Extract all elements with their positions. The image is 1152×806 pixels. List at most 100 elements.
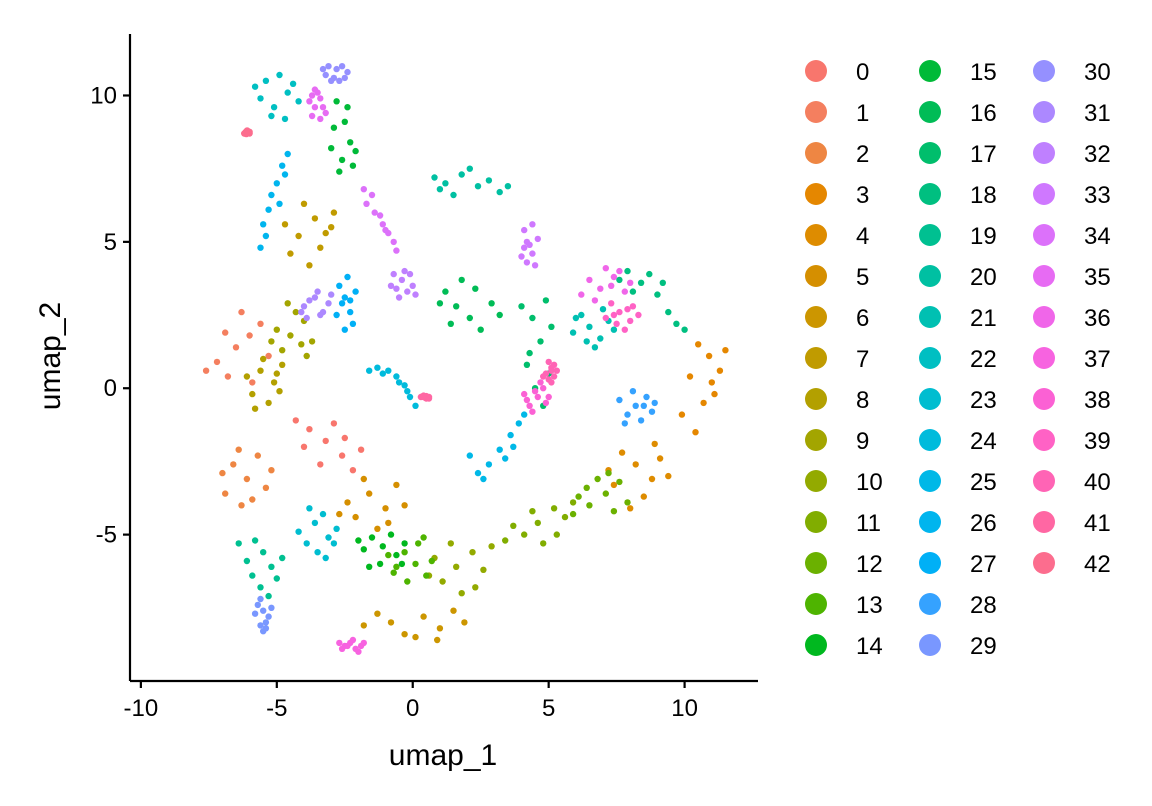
cluster-29-point [257,595,264,603]
cluster-38-point [531,388,539,395]
cluster-8-point [265,399,272,407]
cluster-2-point [219,469,226,477]
cluster-13-point [412,560,419,568]
cluster-3-point [678,411,686,418]
legend-swatch [919,101,941,123]
legend-swatch [1033,388,1055,410]
legend-item: 33 [1033,182,1111,209]
cluster-40-point [540,373,547,380]
legend-label: 11 [856,510,881,537]
cluster-1-point [202,367,210,374]
cluster-23-point [295,528,302,535]
cluster-22-point [268,112,275,120]
legend-item: 34 [1033,223,1111,250]
cluster-2-point [254,452,261,459]
cluster-32-point [387,282,395,289]
cluster-19-point [243,557,251,565]
legend-label: 1 [856,100,869,127]
cluster-16-point [436,300,444,307]
cluster-13-point [393,563,400,570]
cluster-16-point [458,276,465,284]
legend-swatch [919,634,941,656]
cluster-12-point [575,493,582,500]
legend-item: 7 [805,346,869,373]
cluster-27-point [341,326,348,333]
cluster-14-point [387,531,395,538]
cluster-21-point [599,306,607,313]
cluster-31-point [314,288,321,295]
legend-swatch [1033,552,1055,574]
cluster-40-point [548,364,555,371]
cluster-16-point [442,288,449,295]
cluster-15-point [338,156,346,164]
cluster-34-point [393,247,400,254]
cluster-22-point [251,83,259,90]
cluster-25-point [496,446,503,453]
cluster-32-point [398,276,406,284]
cluster-28-point [621,420,628,427]
cluster-36-point [621,288,628,295]
cluster-24-point [401,382,408,389]
cluster-25-point [521,411,528,418]
cluster-39-point [621,326,628,333]
cluster-9-point [298,341,305,348]
cluster-35-point [311,86,319,93]
legend-item: 41 [1033,510,1111,537]
legend-swatch [919,593,941,615]
legend-label: 0 [856,59,869,86]
cluster-36-point [586,276,593,284]
cluster-13-point [404,578,411,585]
legend-swatch [805,142,827,164]
cluster-1-point [257,320,264,327]
cluster-11-point [534,519,541,527]
cluster-13-point [423,572,430,579]
cluster-4-point [632,461,639,468]
cluster-10-point [472,584,479,591]
cluster-13-point [390,569,397,576]
cluster-10-point [453,563,460,570]
cluster-13-point [401,549,408,556]
cluster-0-point [338,452,346,459]
cluster-29-point [260,607,267,614]
cluster-3-point [716,367,724,374]
cluster-24-point [366,367,373,374]
cluster-20-point [466,165,473,172]
cluster-25-point [502,455,509,462]
cluster-26-point [273,180,280,187]
legend-item: 14 [805,633,883,660]
legend-label: 42 [1084,551,1111,578]
cluster-35-point [308,112,316,120]
cluster-14-point [366,563,373,570]
legend-label: 16 [970,100,997,127]
x-tick-label: 5 [542,695,555,722]
cluster-18-point [629,288,637,295]
cluster-20-point [431,174,438,181]
cluster-37-point [360,639,367,647]
cluster-17-point [526,349,533,357]
cluster-31-point [298,308,305,316]
legend-item: 12 [805,551,883,578]
cluster-0-point [317,461,324,468]
cluster-19-point [249,572,256,579]
cluster-19-point [279,554,286,562]
cluster-20-point [458,171,465,178]
cluster-16-point [447,320,454,327]
cluster-7-point [322,229,329,237]
legend-item: 29 [919,633,997,660]
cluster-6-point [420,613,427,620]
cluster-1-point [213,358,221,366]
legend-label: 36 [1084,305,1111,332]
legend-swatch [805,183,827,205]
legend-label: 15 [970,59,997,86]
cluster-8-point [273,370,280,377]
legend-swatch [1033,306,1055,328]
cluster-7-point [306,262,313,269]
legend-swatch [919,429,941,451]
cluster-13-point [385,551,392,559]
cluster-35-point [317,95,324,102]
cluster-33-point [518,253,525,260]
cluster-36-point [602,265,609,272]
legend-item: 0 [805,59,869,86]
cluster-18-point [654,291,661,298]
